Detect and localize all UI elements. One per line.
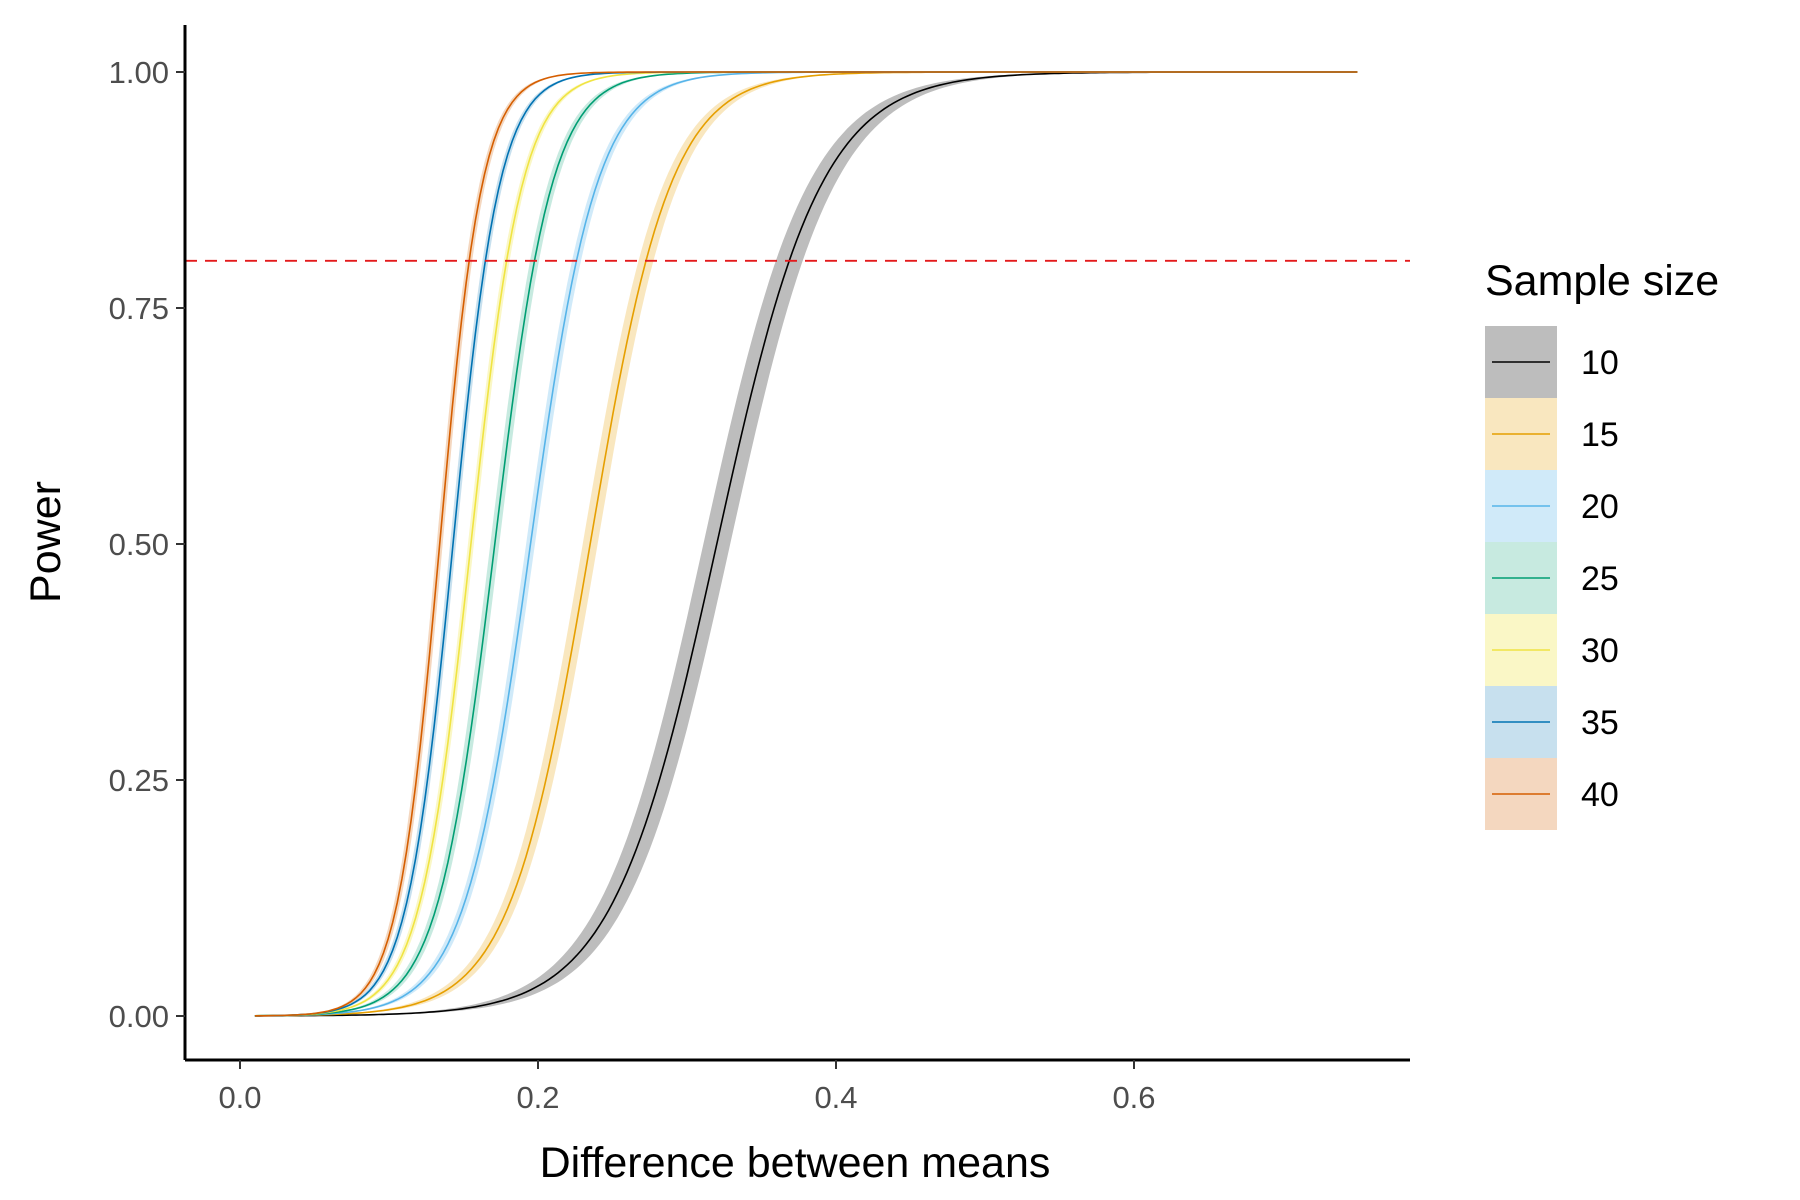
- confidence-bands: [254, 72, 1358, 1016]
- y-axis-title: Power: [22, 481, 70, 603]
- y-tick-label: 1.00: [109, 55, 169, 90]
- legend-item-30: 30: [1485, 614, 1619, 686]
- band-n10: [254, 72, 1358, 1016]
- legend-item-15: 15: [1485, 398, 1619, 470]
- legend-item-25: 25: [1485, 542, 1619, 614]
- y-tick-label: 0.00: [109, 999, 169, 1034]
- band-n25: [254, 72, 1358, 1016]
- x-tick-label: 0.6: [1112, 1080, 1155, 1115]
- curve-n40: [254, 71, 1358, 1017]
- y-axis-ticks: 0.00 0.25 0.50 0.75 1.00: [109, 55, 185, 1034]
- legend-label: 35: [1581, 704, 1619, 742]
- x-tick-label: 0.4: [814, 1080, 857, 1115]
- legend-item-20: 20: [1485, 470, 1619, 542]
- legend-label: 30: [1581, 632, 1619, 670]
- y-tick-label: 0.75: [109, 291, 169, 326]
- legend-item-35: 35: [1485, 686, 1619, 758]
- legend-label: 20: [1581, 488, 1619, 526]
- legend-item-40: 40: [1485, 758, 1619, 830]
- y-tick-label: 0.50: [109, 527, 169, 562]
- x-axis-title: Difference between means: [540, 1139, 1051, 1187]
- legend-label: 15: [1581, 416, 1619, 454]
- legend-item-10: 10: [1485, 326, 1619, 398]
- x-tick-label: 0.2: [516, 1080, 559, 1115]
- legend-label: 40: [1581, 776, 1619, 814]
- x-tick-label: 0.0: [218, 1080, 261, 1115]
- axes: 0.0 0.2 0.4 0.6 0.00 0.25 0.50 0.75 1.00: [109, 25, 1410, 1115]
- legend-title: Sample size: [1485, 257, 1719, 305]
- legend: Sample size 10 15 20 25 30 35 40: [1485, 257, 1719, 830]
- legend-keys: 10 15 20 25 30 35 40: [1485, 326, 1619, 830]
- y-tick-label: 0.25: [109, 763, 169, 798]
- legend-label: 10: [1581, 344, 1619, 382]
- legend-label: 25: [1581, 560, 1619, 598]
- power-curves: [254, 71, 1358, 1017]
- x-axis-ticks: 0.0 0.2 0.4 0.6: [218, 1060, 1156, 1115]
